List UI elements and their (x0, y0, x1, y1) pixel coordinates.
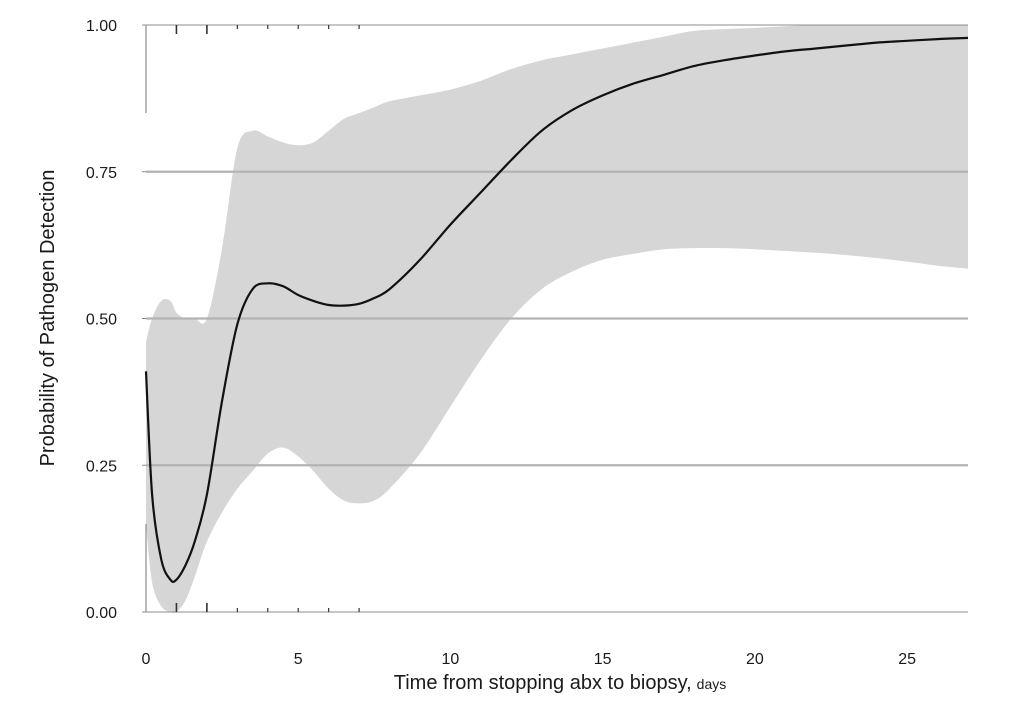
x-tick-label-3: 15 (594, 651, 612, 668)
y-tick-label-1: 0.25 (86, 458, 117, 475)
y-tick-label-3: 0.75 (86, 165, 117, 182)
x-axis-unit: days (697, 676, 727, 692)
tick-labels-layer: 0.00 0.25 0.50 0.75 1.00 0 5 10 15 20 25 (86, 18, 916, 668)
y-tick-label-4: 1.00 (86, 18, 117, 35)
x-axis-title-text: Time from stopping abx to biopsy, (394, 672, 692, 694)
y-tick-label-0: 0.00 (86, 605, 117, 622)
axes-layer (142, 24, 968, 613)
x-tick-label-1: 5 (294, 651, 303, 668)
y-axis-title: Probability of Pathogen Detection (37, 170, 59, 467)
x-tick-label-4: 20 (746, 651, 764, 668)
x-tick-label-5: 25 (898, 651, 916, 668)
x-axis-title: Time from stopping abx to biopsy, days (394, 672, 727, 694)
x-tick-label-0: 0 (142, 651, 151, 668)
fitted-curve-layer (144, 36, 969, 584)
reference-lines-layer (146, 170, 968, 467)
fitted-probability-curve (144, 36, 969, 584)
y-tick-label-2: 0.50 (86, 312, 117, 329)
x-tick-label-2: 10 (442, 651, 460, 668)
